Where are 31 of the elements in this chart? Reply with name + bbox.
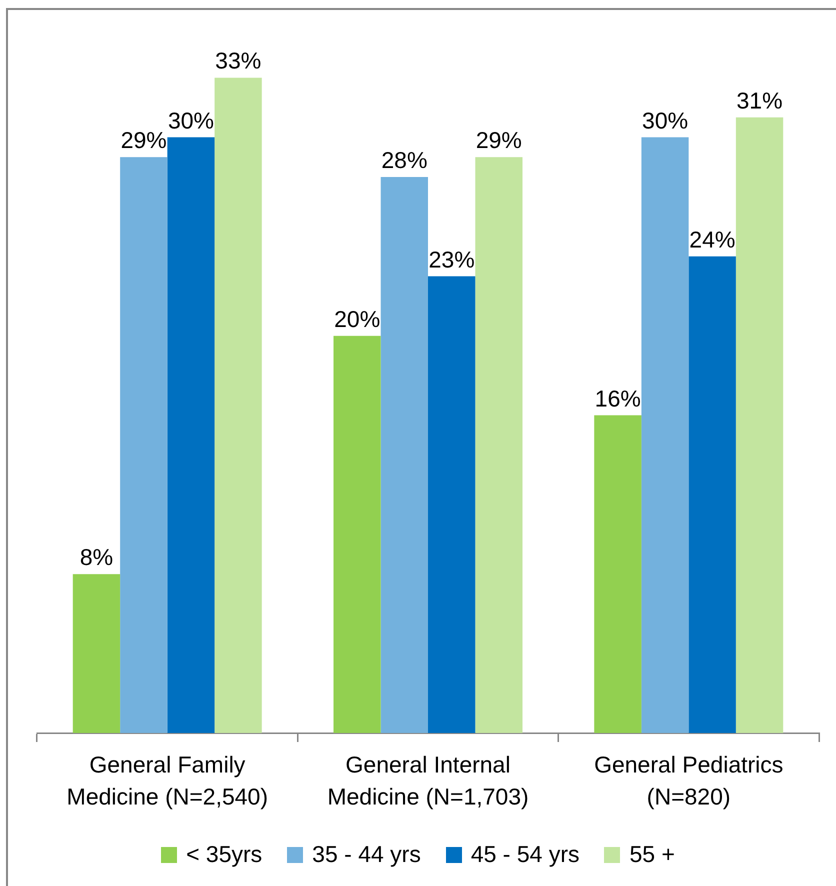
data-label: 29% xyxy=(476,127,522,154)
data-label: 16% xyxy=(594,385,641,412)
bar xyxy=(380,177,428,733)
bar xyxy=(214,78,262,733)
legend-label: 55 + xyxy=(629,841,675,868)
bar xyxy=(428,276,476,733)
bar xyxy=(594,415,642,733)
data-label: 23% xyxy=(428,246,475,272)
data-label: 20% xyxy=(334,306,380,332)
x-tick-label: General Pediatrics (N=820) xyxy=(594,751,784,810)
legend-label: 35 - 44 yrs xyxy=(312,841,421,868)
bar xyxy=(688,256,736,733)
legend-label: < 35yrs xyxy=(186,841,262,868)
bar xyxy=(736,117,784,733)
bar xyxy=(475,157,522,733)
data-label: 24% xyxy=(689,226,736,252)
bar xyxy=(72,574,120,733)
x-tick-label: General Internal Medicine (N=1,703) xyxy=(327,751,529,810)
legend-label: 45 - 54 yrs xyxy=(470,841,580,868)
data-label: 28% xyxy=(381,147,428,173)
bar xyxy=(641,137,689,733)
data-label: 30% xyxy=(642,107,688,134)
data-label: 33% xyxy=(215,48,262,74)
bar xyxy=(334,336,381,733)
data-label: 8% xyxy=(80,544,114,570)
data-label: 29% xyxy=(120,127,167,154)
x-tick-label: General Family Medicine (N=2,540) xyxy=(66,751,268,810)
data-label: 31% xyxy=(736,87,783,114)
bar xyxy=(120,157,168,733)
data-label: 30% xyxy=(168,107,214,134)
bar xyxy=(167,137,215,733)
